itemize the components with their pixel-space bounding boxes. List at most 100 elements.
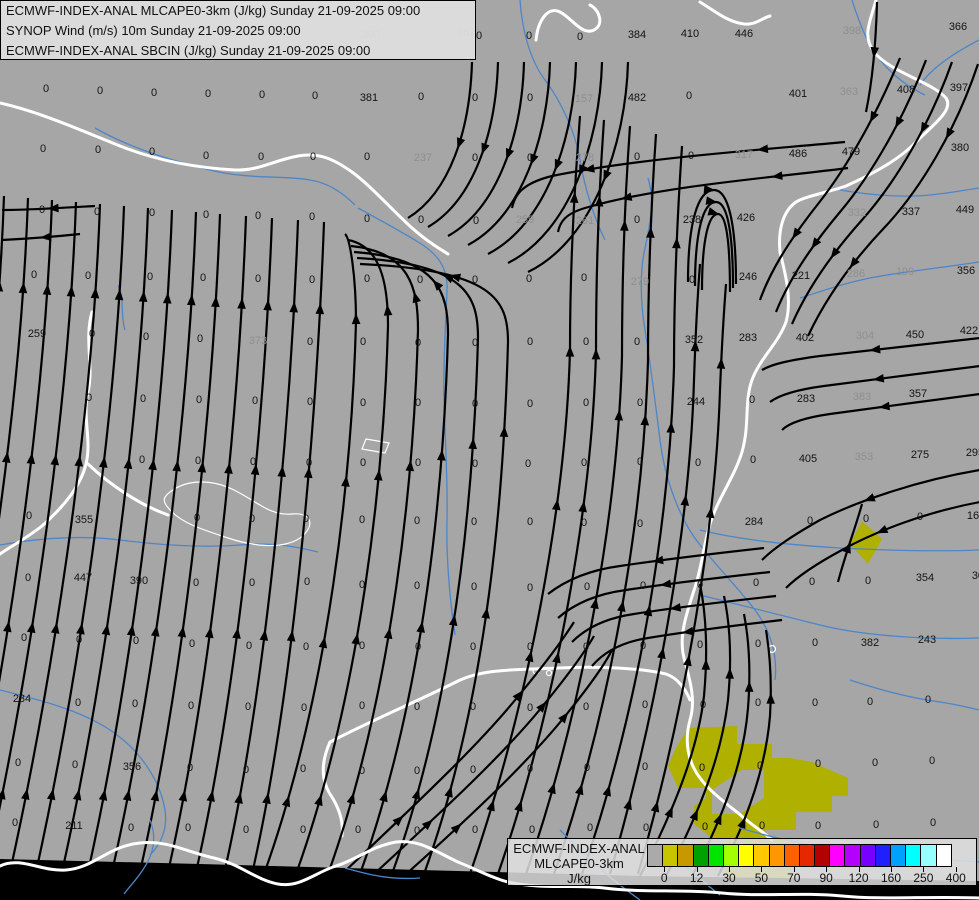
wind-arrow-icon <box>744 680 754 692</box>
wind-arrow-icon <box>351 313 361 325</box>
wind-arrow-icon <box>766 692 775 704</box>
river <box>851 0 926 96</box>
wind-arrow-icon <box>554 158 563 171</box>
wind-arrow-icon <box>21 788 30 801</box>
wind-arrow-icon <box>315 303 325 315</box>
wind-streamline <box>527 61 630 273</box>
wind-arrow-icon <box>876 524 889 534</box>
wind-arrow-icon <box>277 465 286 477</box>
wind-arrow-icon <box>172 460 181 472</box>
wind-arrow-icon <box>690 340 700 352</box>
wind-streamline <box>0 199 54 683</box>
wind-arrow-icon <box>617 600 626 613</box>
wind-streamline <box>557 570 771 619</box>
wind-streamline <box>556 166 849 233</box>
wind-arrow-icon <box>569 191 579 204</box>
wind-arrow-icon <box>66 285 76 297</box>
river <box>357 207 456 636</box>
legend-tick-mark <box>761 867 763 872</box>
wind-arrow-icon <box>197 461 207 473</box>
wind-streamline <box>353 250 450 875</box>
river <box>799 261 979 299</box>
wind-streamline <box>761 469 979 561</box>
wind-arrow-icon <box>0 280 4 292</box>
wind-arrow-icon <box>346 792 356 805</box>
wind-streamline <box>836 503 864 583</box>
wind-streamline <box>447 61 526 237</box>
legend-colorbar <box>647 844 952 867</box>
wind-arrow-icon <box>524 650 534 663</box>
wind-streamline <box>359 262 510 875</box>
country-border <box>0 840 979 900</box>
wind-arrow-icon <box>122 789 132 802</box>
wind-arrow-icon <box>591 348 601 360</box>
wind-arrow-icon <box>259 629 269 641</box>
wind-streamline <box>571 594 777 643</box>
legend-swatch <box>722 844 740 867</box>
wind-streamline <box>864 1 879 113</box>
wind-arrow-icon <box>530 153 539 166</box>
wind-arrow-icon <box>2 451 11 463</box>
wind-arrow-icon <box>620 219 629 231</box>
wind-arrow-icon <box>47 203 59 213</box>
wind-arrow-icon <box>392 815 404 827</box>
river <box>123 819 155 895</box>
wind-arrow-icon <box>224 462 233 474</box>
legend-tick-mark <box>955 867 957 872</box>
wind-arrow-icon <box>351 633 360 645</box>
river <box>849 679 979 711</box>
wind-arrow-icon <box>50 622 60 634</box>
wind-arrow-icon <box>341 475 350 487</box>
country-border <box>534 3 602 42</box>
legend-swatch <box>677 844 694 867</box>
wind-streamline <box>60 207 150 873</box>
wind-arrow-icon <box>703 184 716 194</box>
wind-streamline <box>222 219 300 875</box>
legend-tick-label: 12 <box>689 871 704 885</box>
wind-arrow-icon <box>558 712 569 724</box>
wind-arrow-icon <box>72 788 82 801</box>
wind-arrow-icon <box>771 171 783 180</box>
wind-streamline <box>790 61 954 325</box>
legend-swatch <box>662 844 679 867</box>
wind-arrow-icon <box>234 792 243 804</box>
wind-streamline <box>636 283 728 875</box>
wind-arrow-icon <box>98 789 108 801</box>
wind-arrow-icon <box>40 232 52 242</box>
wind-arrow-icon <box>46 788 56 801</box>
legend-tick-label: 160 <box>880 871 902 885</box>
wind-arrow-icon <box>849 256 860 269</box>
region-outline <box>163 481 311 547</box>
lake-outline <box>545 669 553 677</box>
wind-streamline <box>427 61 500 228</box>
wind-streamline <box>758 57 902 301</box>
wind-streamline <box>761 337 979 371</box>
river <box>839 187 979 197</box>
title-overlay: ECMWF-INDEX-ANAL MLCAPE0-3km (J/kg) Sund… <box>0 0 476 60</box>
wind-streamline <box>785 501 979 589</box>
title-line-wind: SYNOP Wind (m/s) 10m Sunday 21-09-2025 0… <box>6 23 301 38</box>
wind-arrow-icon <box>590 597 599 610</box>
wind-arrow-icon <box>50 453 60 466</box>
wind-arrow-icon <box>869 110 879 123</box>
country-border <box>328 665 692 744</box>
wind-arrow-icon <box>623 798 632 811</box>
wind-arrow-icon <box>594 195 604 207</box>
country-border <box>0 310 94 556</box>
wind-arrow-icon <box>289 301 299 313</box>
wind-streamline <box>250 221 326 875</box>
wind-arrow-icon <box>437 449 446 461</box>
wind-arrow-icon <box>895 116 905 128</box>
wind-arrow-icon <box>716 357 726 369</box>
legend-swatch <box>647 844 664 867</box>
wind-arrow-icon <box>101 623 111 636</box>
wind-arrow-icon <box>536 701 547 713</box>
legend-panel: ECMWF-INDEX-ANAL MLCAPE0-3km J/kg 0 12 30 5… <box>507 838 977 886</box>
wind-streamline <box>1 204 96 212</box>
wind-arrow-icon <box>646 226 655 238</box>
wind-streamline <box>639 583 708 877</box>
wind-arrow-icon <box>206 790 215 802</box>
wind-streamline <box>262 233 358 875</box>
wind-arrow-icon <box>262 792 271 805</box>
wind-arrow-icon <box>512 690 523 702</box>
